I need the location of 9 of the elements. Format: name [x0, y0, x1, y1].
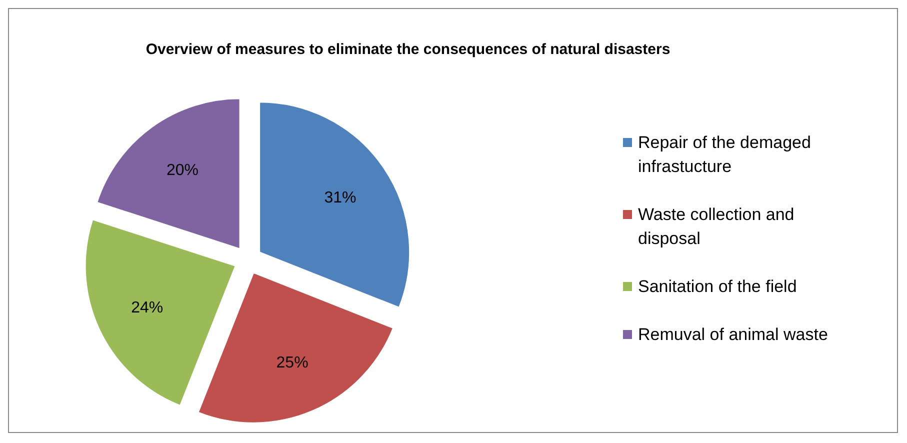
legend-label: Sanitation of the field	[638, 277, 797, 296]
chart-title: Overview of measures to eliminate the consequences of natural disasters	[146, 41, 670, 58]
legend-label: Repair of the demaged infrastucture	[638, 133, 811, 176]
data-label: 31%	[324, 189, 356, 206]
data-label: 25%	[276, 354, 308, 372]
data-label: 20%	[166, 162, 198, 179]
legend-label: Waste collection and disposal	[638, 205, 794, 248]
legend-label: Remuval of animal waste	[638, 325, 828, 344]
data-label: 24%	[131, 299, 164, 316]
